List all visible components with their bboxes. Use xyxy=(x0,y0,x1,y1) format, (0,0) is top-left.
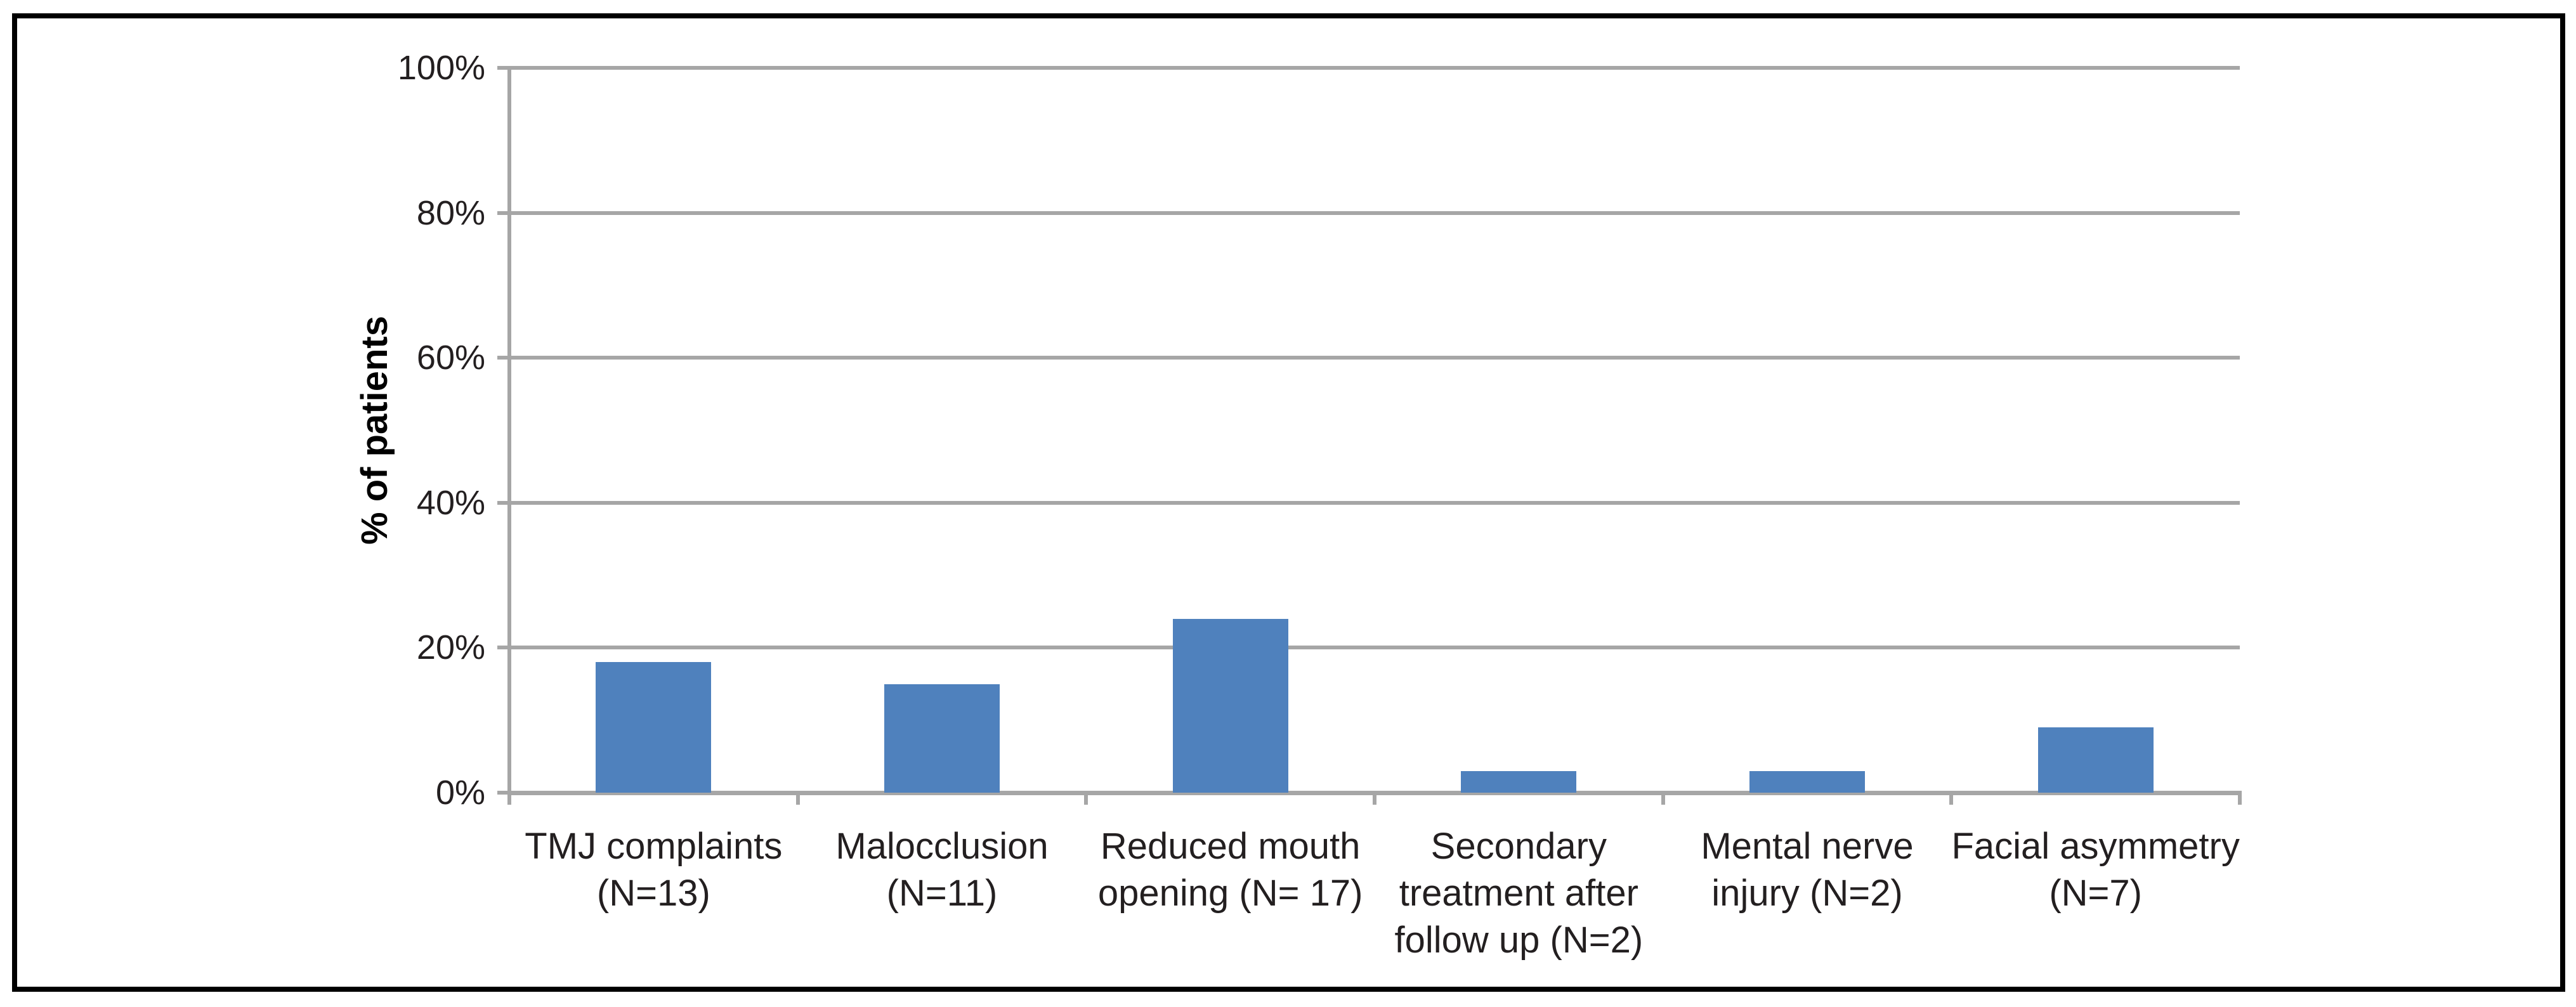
x-category-label: Mental nerve injury (N=2) xyxy=(1701,826,1914,914)
y-axis-line xyxy=(507,68,511,805)
x-axis-tick xyxy=(2238,793,2242,805)
x-category-label: Reduced mouth opening (N= 17) xyxy=(1097,826,1363,914)
bar xyxy=(2037,727,2154,793)
gridline xyxy=(509,646,2240,650)
y-axis-tick-label: 100% xyxy=(397,49,485,87)
y-axis-tick-label: 40% xyxy=(416,483,485,522)
x-axis-tick xyxy=(1661,793,1665,805)
x-category-label: Facial asymmetry (N=7) xyxy=(1951,826,2240,914)
y-axis-tick xyxy=(497,66,509,70)
x-axis-tick xyxy=(1084,793,1089,805)
x-category-label: Secondary treatment after follow up (N=2… xyxy=(1394,826,1644,961)
gridline xyxy=(509,500,2240,505)
y-axis-tick xyxy=(497,500,509,505)
x-axis-tick xyxy=(1373,793,1376,805)
gridline xyxy=(509,211,2240,215)
bar xyxy=(596,662,712,793)
x-category-label: Malocclusion (N=11) xyxy=(835,826,1049,914)
y-axis-tick xyxy=(497,356,509,360)
x-axis-tick xyxy=(1949,793,1954,805)
y-axis-tick-label: 20% xyxy=(416,628,485,667)
gridline xyxy=(509,356,2240,360)
y-axis-tick xyxy=(497,646,509,650)
gridline xyxy=(509,66,2240,70)
bar xyxy=(1172,618,1288,793)
y-axis-title: % of patients xyxy=(333,68,415,793)
y-axis-tick xyxy=(497,791,509,795)
x-axis-tick xyxy=(795,793,800,805)
y-axis-tick-label: 0% xyxy=(435,774,485,812)
y-axis-tick-label: 80% xyxy=(416,193,485,232)
bar xyxy=(1461,770,1577,793)
y-axis-tick-label: 60% xyxy=(416,339,485,377)
y-axis-tick xyxy=(497,211,509,215)
x-category-label: TMJ complaints (N=13) xyxy=(525,826,783,914)
bar xyxy=(884,684,1000,793)
bar xyxy=(1749,770,1865,793)
